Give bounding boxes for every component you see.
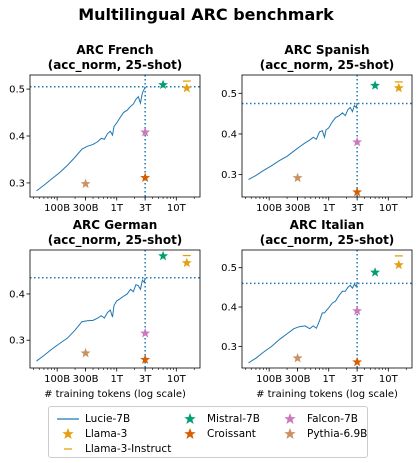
chart-title: ARC French (76, 43, 153, 57)
y-tick-label: 0.4 (9, 289, 25, 300)
point-falcon-7b (352, 136, 363, 147)
axes-frame (29, 74, 201, 198)
y-tick-label: 0.5 (221, 263, 237, 274)
series-line-lucie-7b (248, 283, 358, 364)
point-falcon-7b (140, 127, 151, 137)
y-tick-label: 0.4 (221, 303, 237, 314)
point-pythia-6-9b (80, 178, 91, 189)
point-mistral-7b (158, 79, 169, 90)
x-tick-label: 300B (285, 203, 311, 214)
legend-star-icon (284, 428, 296, 439)
x-tick-label: 1T (322, 203, 335, 214)
chart-panel-arc-german: ARC German(acc_norm, 25-shot) 100B 300B 1T 3… (9, 218, 201, 400)
x-tick-label: 3T (351, 203, 364, 214)
series-line-lucie-7b (36, 277, 146, 362)
y-tick-label: 0.5 (221, 89, 237, 100)
legend-star-icon (184, 428, 196, 439)
x-tick-label: 10T (167, 203, 187, 214)
x-tick-label: 3T (351, 374, 364, 385)
point-mistral-7b (370, 80, 381, 90)
point-falcon-7b (140, 328, 151, 338)
chart-title: ARC Spanish (284, 43, 369, 57)
chart-panel-arc-french: ARC French(acc_norm, 25-shot) 100B 300B 1T 3… (9, 43, 201, 214)
legend: Lucie-7B Llama-3 Llama-3-Instruct Mistra… (48, 406, 368, 458)
point-llama-3 (181, 257, 192, 268)
point-llama-3 (393, 82, 404, 93)
point-llama-3 (181, 82, 192, 93)
point-pythia-6-9b (80, 347, 91, 358)
x-tick-label: 3T (139, 374, 152, 385)
point-croissant (352, 186, 363, 197)
x-axis-label: # training tokens (log scale) (256, 389, 398, 400)
chart-subtitle: (acc_norm, 25-shot) (48, 233, 183, 248)
y-tick-label: 0.4 (9, 132, 25, 143)
x-tick-label: 10T (379, 203, 399, 214)
legend-hline-icon (64, 448, 72, 450)
point-pythia-6-9b (292, 352, 303, 363)
point-mistral-7b (158, 250, 169, 261)
chart-subtitle: (acc_norm, 25-shot) (260, 233, 395, 248)
chart-title: ARC Italian (290, 218, 365, 232)
axes-frame (241, 74, 413, 198)
point-croissant (140, 172, 151, 182)
legend-star-icon (184, 413, 196, 424)
y-tick-label: 0.3 (221, 342, 237, 353)
x-tick-label: 3T (139, 203, 152, 214)
point-croissant (352, 356, 363, 367)
x-tick-label: 10T (379, 374, 399, 385)
figure-title: Multilingual ARC benchmark (78, 5, 334, 24)
series-line-lucie-7b (248, 103, 358, 180)
x-tick-label: 300B (285, 374, 311, 385)
x-tick-label: 1T (110, 374, 123, 385)
y-tick-label: 0.4 (221, 129, 237, 140)
x-tick-label: 10T (167, 374, 187, 385)
chart-title: ARC German (73, 218, 158, 232)
chart-subtitle: (acc_norm, 25-shot) (48, 58, 183, 73)
legend-star-icon (62, 428, 74, 439)
point-croissant (140, 354, 151, 364)
x-tick-label: 300B (73, 203, 99, 214)
y-tick-label: 0.3 (9, 178, 25, 189)
point-llama-3 (393, 259, 404, 270)
point-mistral-7b (370, 267, 381, 277)
axes-frame (29, 249, 201, 369)
x-tick-label: 100B (256, 374, 282, 385)
point-falcon-7b (352, 305, 363, 316)
x-tick-label: 100B (44, 374, 70, 385)
chart-panel-arc-italian: ARC Italian(acc_norm, 25-shot) 100B 300B 1T… (221, 218, 413, 400)
axes-frame (241, 249, 413, 369)
x-tick-label: 100B (44, 203, 70, 214)
x-tick-label: 1T (110, 203, 123, 214)
y-tick-label: 0.3 (221, 170, 237, 181)
series-line-lucie-7b (36, 86, 146, 192)
y-tick-label: 0.3 (9, 336, 25, 347)
x-axis-label: # training tokens (log scale) (44, 389, 186, 400)
chart-subtitle: (acc_norm, 25-shot) (260, 58, 395, 73)
x-tick-label: 1T (322, 374, 335, 385)
y-tick-label: 0.5 (9, 85, 25, 96)
x-tick-label: 100B (256, 203, 282, 214)
point-pythia-6-9b (292, 172, 303, 183)
legend-star-icon (284, 413, 296, 424)
x-tick-label: 300B (73, 374, 99, 385)
chart-panel-arc-spanish: ARC Spanish(acc_norm, 25-shot) 100B 300B 1T… (221, 43, 413, 214)
